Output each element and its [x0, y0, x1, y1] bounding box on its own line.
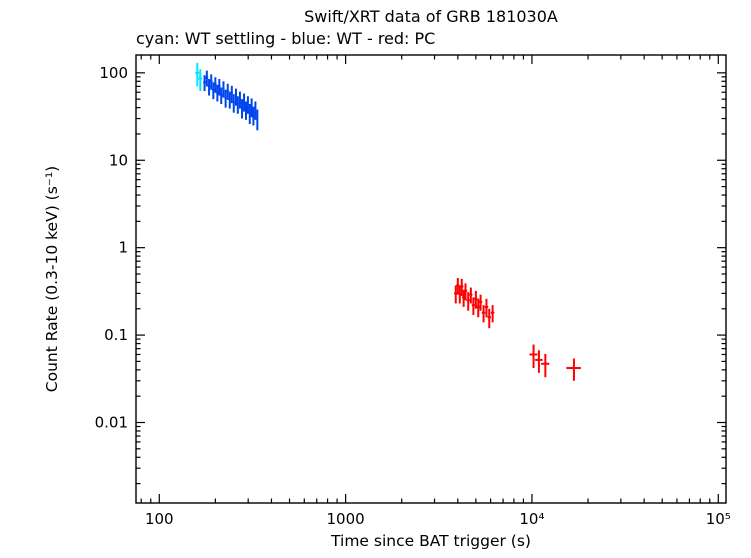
x-tick-label: 100	[145, 510, 174, 528]
plot-area: 100 1000 10⁴ 10⁵ 100 10 1 0.1 0.01	[95, 54, 731, 528]
y-axis-label: Count Rate (0.3-10 keV) (s⁻¹)	[43, 166, 61, 392]
plot-title: Swift/XRT data of GRB 181030A	[304, 7, 558, 26]
x-tick-label: 10⁴	[519, 510, 544, 528]
y-tick-label: 0.01	[95, 414, 128, 432]
x-tick-label: 10⁵	[706, 510, 731, 528]
plot-subtitle-legend: cyan: WT settling - blue: WT - red: PC	[136, 29, 435, 48]
x-axis-label: Time since BAT trigger (s)	[330, 532, 531, 550]
y-tick-label: 0.1	[104, 326, 128, 344]
y-tick-label: 1	[118, 239, 128, 257]
y-tick-label: 10	[109, 151, 128, 169]
plot-frame	[135, 54, 727, 504]
x-tick-label: 1000	[327, 510, 365, 528]
y-tick-label: 100	[99, 64, 128, 82]
